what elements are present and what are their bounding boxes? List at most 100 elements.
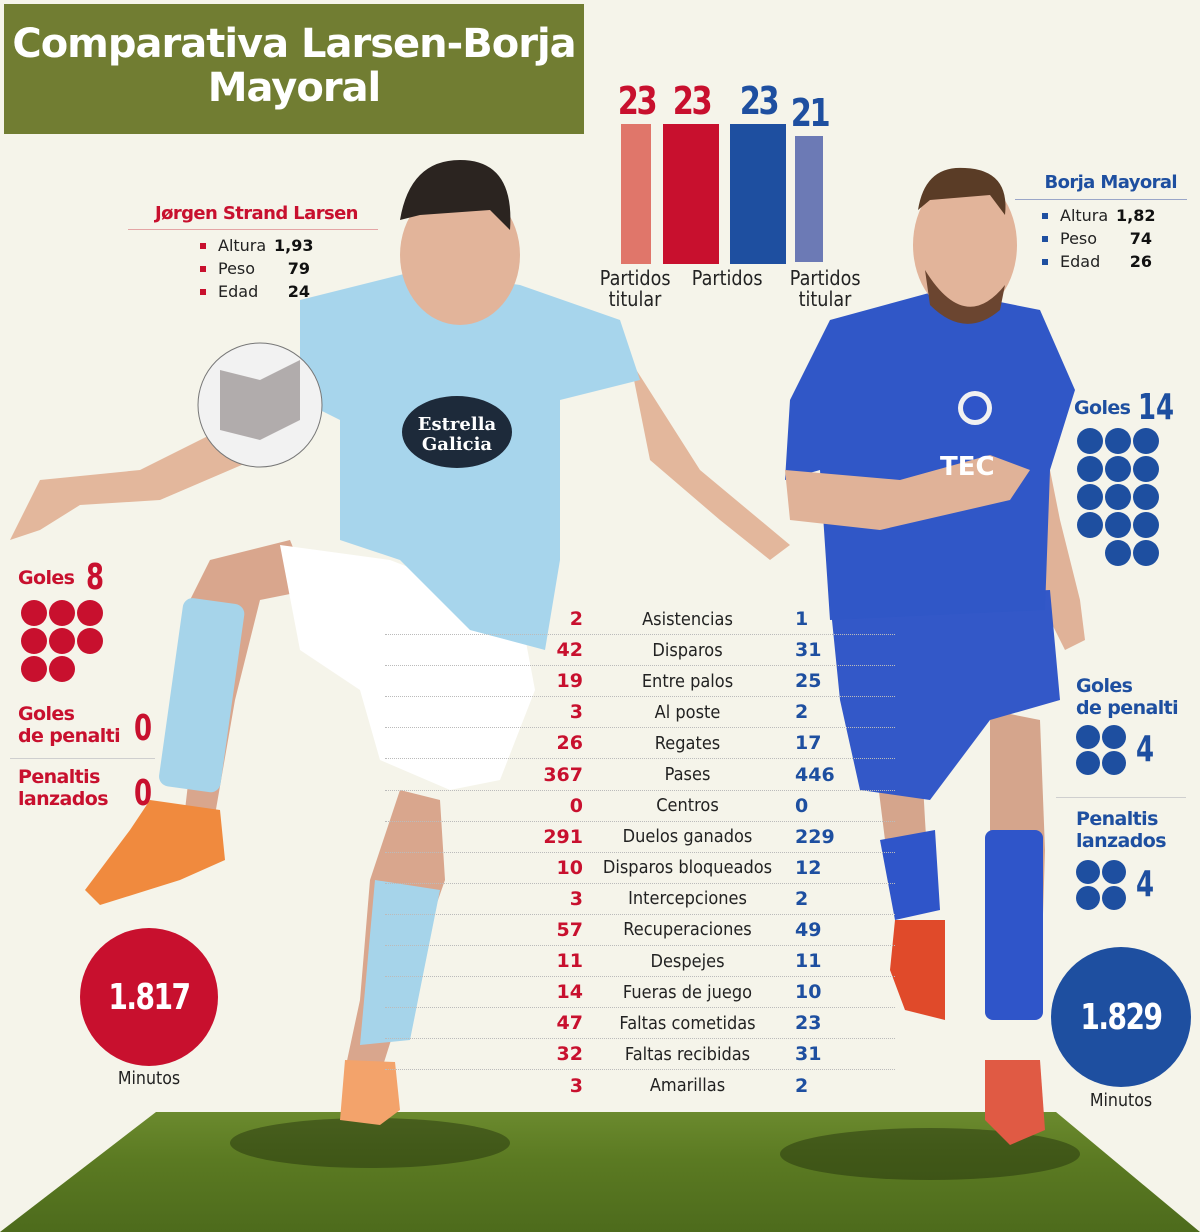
bullet-icon xyxy=(200,242,206,249)
divider xyxy=(1056,797,1186,798)
divider xyxy=(10,758,155,759)
bar-larsen-partidos: 23 xyxy=(663,82,719,264)
mayoral-goals-count: 14 xyxy=(1138,387,1175,428)
table-row: 10 Disparos bloqueados 12 xyxy=(385,853,895,884)
bar-label-partidos: Partidos xyxy=(691,266,763,290)
table-row: 26 Regates 17 xyxy=(385,728,895,760)
table-row: 57 Recuperaciones 49 xyxy=(385,915,895,947)
larsen-minutes: 1.817 xyxy=(108,976,191,1018)
goal-dot-icon xyxy=(49,600,75,626)
svg-text:Estrella: Estrella xyxy=(418,414,497,435)
larsen-penalties-taken-count: 0 xyxy=(134,773,153,814)
larsen-minutes-circle: 1.817 xyxy=(80,928,218,1066)
larsen-info: Jørgen Strand Larsen Altura 1,93 Peso 79… xyxy=(128,203,378,303)
larsen-name: Jørgen Strand Larsen xyxy=(155,203,359,224)
bar-value: 23 xyxy=(617,79,657,123)
penalty-dot-icon xyxy=(1076,751,1100,775)
mayoral-minutes-label: Minutos xyxy=(1089,1090,1153,1111)
goal-dot-icon xyxy=(1133,456,1159,482)
goal-dot-icon xyxy=(1133,428,1159,454)
mayoral-penalty-goals-count: 4 xyxy=(1136,729,1155,770)
mayoral-goals: Goles 14 xyxy=(1074,390,1188,566)
bar-value: 21 xyxy=(790,91,830,135)
goal-dot-icon xyxy=(1133,512,1159,538)
title-line-2: Mayoral xyxy=(207,65,382,111)
table-row: 291 Duelos ganados 229 xyxy=(385,822,895,853)
larsen-shadow xyxy=(230,1118,510,1168)
svg-text:Galicia: Galicia xyxy=(422,434,493,455)
mayoral-peso-row: Peso 74 xyxy=(1042,227,1195,250)
larsen-peso-row: Peso 79 xyxy=(200,257,378,280)
bar-rect xyxy=(621,124,651,264)
table-row: 367 Pases 446 xyxy=(385,759,895,791)
bar-label-mayoral-titular: Partidos titular xyxy=(789,266,861,311)
mayoral-penalty-goals: Goles de penalti 4 xyxy=(1076,675,1196,775)
stats-table: 2 Asistencias 1 42 Disparos 31 19 Entre palos… xyxy=(385,604,895,1102)
goal-dot-icon xyxy=(1077,456,1103,482)
penalty-dot-icon xyxy=(1076,860,1100,884)
goal-dot-icon xyxy=(1077,484,1103,510)
bar-larsen-titular: 23 xyxy=(617,82,657,264)
bar-rect xyxy=(795,136,823,262)
penalty-dot-icon xyxy=(1076,725,1100,749)
bar-label-larsen-titular: Partidos titular xyxy=(599,266,671,311)
table-row: 0 Centros 0 xyxy=(385,791,895,822)
svg-text:TEC: TEC xyxy=(940,452,995,482)
table-row: 3 Al poste 2 xyxy=(385,697,895,729)
table-row: 14 Fueras de juego 10 xyxy=(385,977,895,1009)
bar-rect xyxy=(663,124,719,264)
mayoral-info: Borja Mayoral Altura 1,82 Peso 74 Edad 2… xyxy=(1015,172,1195,273)
larsen-penalty-goals: Goles de penalti 0 xyxy=(18,703,153,749)
larsen-edad-row: Edad 24 xyxy=(200,280,378,303)
penalty-dot-icon xyxy=(1076,886,1100,910)
larsen-altura-row: Altura 1,93 xyxy=(200,234,378,257)
mayoral-penalties-taken-count: 4 xyxy=(1136,864,1155,905)
larsen-goals-dots xyxy=(21,600,111,682)
divider xyxy=(128,229,378,230)
page-title: Comparativa Larsen-Borja Mayoral xyxy=(4,4,584,134)
bar-rect xyxy=(730,124,786,264)
penalty-dot-icon xyxy=(1102,751,1126,775)
mayoral-penalties-dots xyxy=(1076,860,1126,910)
mayoral-minutes-circle: 1.829 xyxy=(1051,947,1191,1087)
matches-bar-chart: 23 23 23 21 Partidos titular Partidos Pa… xyxy=(595,82,870,312)
goal-dot-icon xyxy=(1105,512,1131,538)
larsen-penalty-goals-count: 0 xyxy=(134,708,153,749)
penalty-dot-icon xyxy=(1102,725,1126,749)
bullet-icon xyxy=(1042,212,1048,219)
dot-spacer xyxy=(1077,540,1103,566)
larsen-goals-count: 8 xyxy=(86,557,105,598)
goal-dot-icon xyxy=(1105,428,1131,454)
bar-mayoral-partidos: 23 xyxy=(730,82,786,264)
table-row: 2 Asistencias 1 xyxy=(385,604,895,636)
mayoral-penalties-taken: Penaltis lanzados 4 xyxy=(1076,808,1196,910)
table-row: 3 Amarillas 2 xyxy=(569,1074,809,1097)
goal-dot-icon xyxy=(1105,540,1131,566)
larsen-minutes-label: Minutos xyxy=(117,1068,181,1089)
mayoral-edad-row: Edad 26 xyxy=(1042,250,1195,273)
goal-dot-icon xyxy=(1077,512,1103,538)
mayoral-shadow xyxy=(780,1128,1080,1180)
goal-dot-icon xyxy=(1133,484,1159,510)
bullet-icon xyxy=(200,265,206,272)
table-row: 3 Intercepciones 2 xyxy=(385,884,895,915)
larsen-penalties-taken: Penaltis lanzados 0 xyxy=(18,766,153,814)
goal-dot-icon xyxy=(1105,484,1131,510)
larsen-goals: Goles 8 xyxy=(18,560,111,682)
penalty-dot-icon xyxy=(1102,886,1126,910)
goal-dot-icon xyxy=(77,600,103,626)
goal-dot-icon xyxy=(1077,428,1103,454)
goal-dot-icon xyxy=(49,628,75,654)
goal-dot-icon xyxy=(1133,540,1159,566)
bullet-icon xyxy=(200,288,206,295)
bar-value: 23 xyxy=(739,79,779,123)
mayoral-altura-row: Altura 1,82 xyxy=(1042,204,1195,227)
table-row: 32 Faltas recibidas 31 xyxy=(385,1039,895,1071)
penalty-dot-icon xyxy=(1102,860,1126,884)
goal-dot-icon xyxy=(77,628,103,654)
mayoral-name: Borja Mayoral xyxy=(1044,172,1177,193)
goal-dot-icon xyxy=(49,656,75,682)
goal-dot-icon xyxy=(21,628,47,654)
table-row: 42 Disparos 31 xyxy=(385,635,895,667)
mayoral-minutes: 1.829 xyxy=(1080,996,1163,1038)
